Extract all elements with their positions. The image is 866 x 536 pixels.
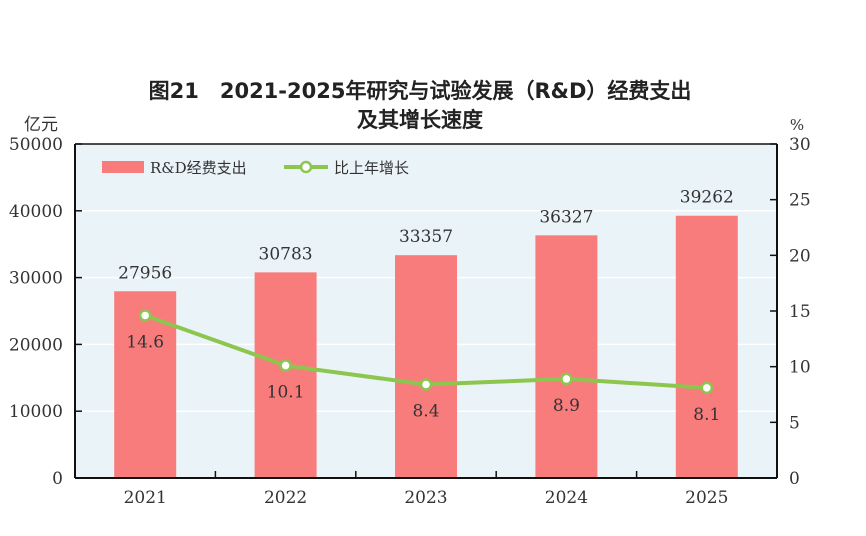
bar-label: 39262 bbox=[680, 188, 734, 208]
growth-point-2025 bbox=[700, 381, 714, 395]
x-tick-label: 2022 bbox=[264, 488, 307, 508]
x-tick-label: 2025 bbox=[685, 488, 728, 508]
growth-point-2022 bbox=[279, 359, 292, 372]
growth-label: 14.6 bbox=[126, 332, 164, 352]
right-axis-unit: % bbox=[790, 116, 804, 134]
left-tick-label: 40000 bbox=[9, 202, 63, 222]
chart-title-line2: 及其增长速度 bbox=[357, 108, 483, 132]
growth-point-2024 bbox=[560, 372, 573, 386]
right-tick-label: 5 bbox=[789, 413, 800, 433]
bar-2023 bbox=[395, 255, 457, 478]
chart-title-line1: 图21 2021-2025年研究与试验发展（R&D）经费支出 bbox=[149, 79, 692, 103]
bar-2024 bbox=[535, 235, 598, 478]
bar-label: 27956 bbox=[118, 263, 172, 283]
bar-2022 bbox=[254, 272, 317, 478]
x-tick-label: 2021 bbox=[124, 488, 167, 508]
x-tick-label: 2024 bbox=[545, 488, 588, 508]
legend-bar-label: R&D经费支出 bbox=[150, 159, 247, 177]
bar-label: 36327 bbox=[539, 207, 593, 227]
left-tick-label: 50000 bbox=[9, 135, 63, 155]
growth-label: 8.9 bbox=[553, 396, 580, 416]
right-tick-label: 20 bbox=[789, 246, 811, 266]
left-axis-unit: 亿元 bbox=[24, 115, 58, 135]
growth-label: 8.1 bbox=[693, 405, 720, 425]
bar-2025 bbox=[675, 215, 738, 478]
growth-point-2021 bbox=[138, 309, 152, 322]
right-tick-label: 0 bbox=[789, 469, 800, 489]
left-tick-label: 0 bbox=[52, 469, 63, 489]
legend-line-label: 比上年增长 bbox=[334, 159, 409, 177]
right-tick-label: 30 bbox=[789, 135, 811, 155]
left-tick-label: 20000 bbox=[9, 335, 63, 355]
growth-label: 10.1 bbox=[267, 383, 305, 403]
bar-label: 33357 bbox=[399, 227, 453, 247]
bar-label: 30783 bbox=[259, 244, 313, 264]
right-tick-label: 15 bbox=[789, 302, 811, 322]
growth-label: 8.4 bbox=[412, 401, 439, 421]
legend-bar-swatch bbox=[102, 161, 144, 173]
right-tick-label: 25 bbox=[789, 191, 811, 211]
left-tick-label: 10000 bbox=[9, 402, 63, 422]
x-tick-label: 2023 bbox=[404, 488, 447, 508]
growth-point-2023 bbox=[419, 378, 433, 391]
right-tick-label: 10 bbox=[789, 358, 811, 378]
left-tick-label: 30000 bbox=[9, 269, 63, 289]
legend-line-marker bbox=[299, 160, 313, 174]
